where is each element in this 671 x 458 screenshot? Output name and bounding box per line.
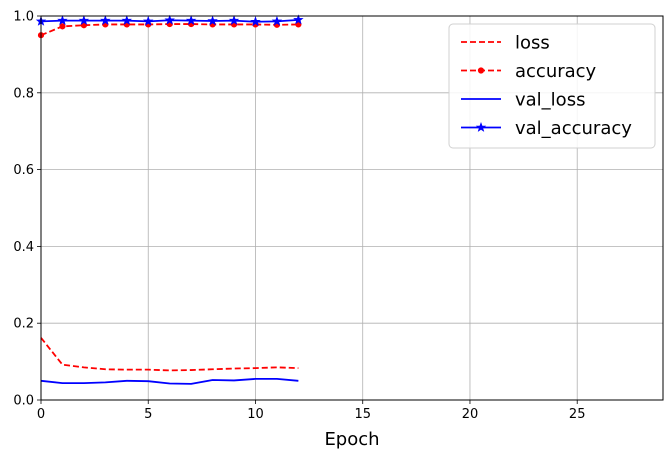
y-tick-label: 0.4 bbox=[13, 240, 34, 255]
val-accuracy-point bbox=[228, 15, 240, 26]
x-tick-label: 10 bbox=[247, 407, 264, 422]
val-accuracy-point bbox=[271, 15, 283, 26]
x-axis-label: Epoch bbox=[324, 429, 379, 450]
legend-item-val-accuracy: val_accuracy bbox=[461, 118, 632, 139]
y-tick-label: 0.0 bbox=[13, 394, 34, 409]
val-accuracy-point bbox=[78, 15, 90, 26]
val-accuracy-point bbox=[207, 15, 218, 26]
x-tick-label: 25 bbox=[569, 407, 586, 422]
series-loss bbox=[40, 337, 299, 372]
legend-label-accuracy: accuracy bbox=[515, 61, 597, 82]
series-val-loss bbox=[40, 377, 299, 385]
val-accuracy-point bbox=[164, 14, 175, 25]
val-accuracy-point bbox=[293, 14, 304, 25]
accuracy-point bbox=[59, 23, 66, 30]
val-accuracy-point bbox=[250, 16, 261, 27]
loss-line bbox=[40, 337, 299, 372]
legend-item-accuracy: accuracy bbox=[461, 61, 597, 82]
val-accuracy-point bbox=[57, 15, 68, 26]
val-accuracy-point bbox=[185, 15, 197, 26]
legend-item-val-loss: val_loss bbox=[461, 90, 585, 111]
x-tick-label: 5 bbox=[144, 407, 152, 422]
y-tick-label: 0.2 bbox=[13, 317, 34, 332]
x-tick-label: 20 bbox=[462, 407, 479, 422]
y-tick-label: 0.8 bbox=[13, 86, 34, 101]
x-tick-label: 15 bbox=[354, 407, 371, 422]
val-accuracy-point bbox=[121, 15, 133, 26]
legend-marker-accuracy bbox=[477, 67, 485, 74]
val-accuracy-point bbox=[100, 15, 111, 26]
legend-item-loss: loss bbox=[461, 33, 550, 54]
series-val-accuracy bbox=[35, 14, 304, 27]
x-tick-label: 0 bbox=[37, 407, 45, 422]
legend-box bbox=[448, 23, 656, 149]
x-axis: 0 5 10 15 20 25 bbox=[37, 400, 586, 422]
val-loss-line bbox=[40, 377, 299, 385]
legend-label-loss: loss bbox=[515, 33, 550, 54]
val-accuracy-point bbox=[143, 15, 154, 26]
legend-label-val-loss: val_loss bbox=[515, 90, 585, 111]
y-tick-label: 0.6 bbox=[13, 163, 34, 178]
plot-frame bbox=[40, 15, 664, 401]
series-layer bbox=[35, 14, 304, 385]
legend-label-val-accuracy: val_accuracy bbox=[515, 118, 632, 139]
y-axis: 0.0 0.2 0.4 0.6 0.8 1.0 bbox=[13, 10, 41, 409]
y-tick-label: 1.0 bbox=[13, 10, 34, 25]
legend-marker-val-accuracy bbox=[475, 122, 487, 132]
legend: loss accuracy val_loss val_accuracy bbox=[448, 23, 656, 149]
